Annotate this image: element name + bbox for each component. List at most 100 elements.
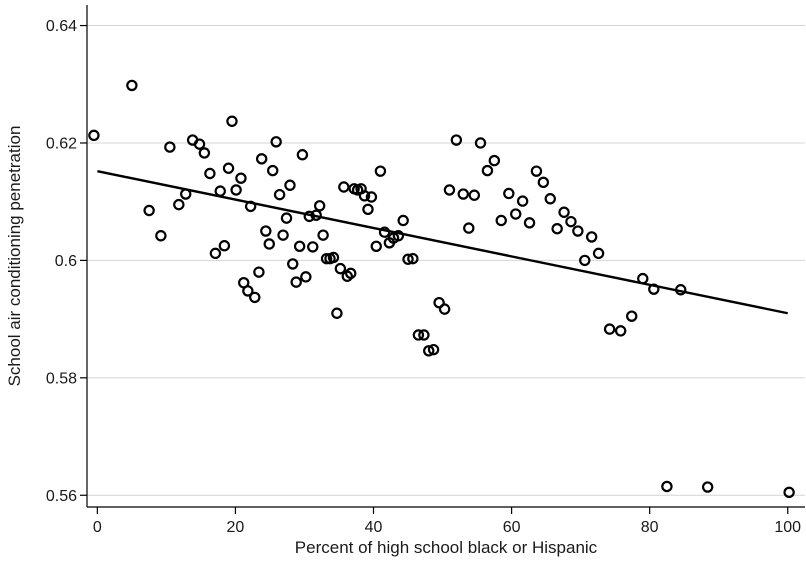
- data-point: [457, 188, 469, 200]
- data-point: [433, 296, 445, 309]
- x-tick-label: 0: [93, 519, 102, 536]
- x-tick-label: 40: [365, 519, 383, 536]
- data-point: [523, 217, 536, 229]
- data-point: [530, 165, 543, 177]
- data-point: [280, 212, 293, 224]
- data-point: [585, 231, 598, 243]
- data-point: [214, 185, 226, 197]
- data-point: [537, 176, 550, 189]
- data-point: [558, 206, 570, 218]
- data-point: [218, 240, 231, 252]
- data-point: [402, 253, 414, 265]
- data-point: [230, 184, 242, 196]
- data-point: [783, 486, 795, 499]
- fit-line: [97, 169, 788, 315]
- axes: 0.56 0.58 0.6 0.62 0.64 0 20 40 60 80 100: [46, 5, 805, 536]
- data-point: [270, 136, 282, 148]
- data-point: [468, 189, 481, 201]
- data-point: [407, 252, 419, 265]
- data-point: [438, 303, 451, 315]
- data-point: [603, 323, 616, 335]
- data-point: [365, 191, 378, 203]
- data-point: [423, 345, 435, 357]
- data-point: [443, 184, 456, 196]
- data-point: [551, 222, 563, 235]
- data-point: [331, 307, 343, 319]
- data-point: [516, 195, 529, 207]
- data-point: [126, 79, 138, 92]
- data-point: [626, 310, 638, 322]
- data-point: [392, 230, 405, 242]
- data-point: [290, 276, 302, 288]
- data-point: [253, 266, 265, 278]
- data-point: [334, 262, 347, 275]
- data-point: [320, 252, 333, 265]
- data-point: [300, 271, 312, 283]
- data-point: [293, 240, 306, 253]
- data-point: [503, 187, 515, 200]
- data-point: [226, 115, 238, 127]
- data-point: [222, 162, 235, 174]
- data-point: [481, 164, 494, 177]
- data-point: [510, 208, 522, 220]
- data-point: [661, 480, 673, 493]
- y-tick-label: 0.64: [46, 18, 77, 35]
- fit-line-layer: [97, 169, 788, 315]
- data-point: [327, 251, 340, 264]
- data-point: [273, 188, 286, 201]
- data-point: [242, 285, 254, 297]
- data-point: [488, 154, 501, 167]
- data-point: [164, 141, 176, 153]
- y-axis-title: School air conditioning penetration: [5, 126, 24, 387]
- y-tick-label: 0.62: [46, 135, 77, 152]
- x-axis-title: Percent of high school black or Hispanic: [295, 538, 598, 557]
- data-point: [579, 254, 591, 267]
- data-point: [198, 147, 211, 159]
- x-tick-label: 100: [774, 519, 801, 536]
- x-tick-label: 80: [641, 519, 659, 536]
- data-point: [450, 134, 463, 146]
- data-point: [249, 291, 261, 304]
- data-point: [204, 167, 216, 180]
- data-point: [263, 238, 275, 250]
- data-point: [88, 129, 100, 142]
- data-point: [427, 343, 440, 356]
- data-point: [287, 258, 299, 270]
- data-point: [193, 138, 206, 150]
- gridlines: [87, 25, 805, 496]
- data-point: [260, 225, 272, 237]
- data-point: [284, 179, 296, 191]
- data-point: [235, 172, 247, 184]
- data-point: [397, 214, 409, 227]
- x-tick-label: 20: [227, 519, 245, 536]
- data-point: [592, 247, 605, 260]
- data-point: [701, 481, 714, 493]
- data-point: [418, 329, 430, 341]
- data-point: [143, 204, 155, 217]
- data-point: [370, 240, 382, 253]
- data-point: [565, 215, 577, 228]
- data-point: [374, 165, 387, 177]
- data-point: [345, 267, 357, 280]
- data-point: [267, 164, 279, 177]
- data-point: [296, 149, 309, 161]
- data-point: [474, 137, 487, 149]
- y-tick-label: 0.56: [46, 488, 77, 505]
- data-point: [614, 325, 627, 337]
- x-tick-label: 60: [503, 519, 521, 536]
- data-point: [155, 230, 167, 242]
- data-point: [572, 225, 584, 237]
- data-point: [463, 222, 475, 234]
- data-point: [362, 203, 374, 216]
- data-point: [317, 229, 329, 241]
- data-point: [338, 181, 350, 193]
- data-point: [255, 153, 268, 165]
- data-point: [277, 229, 289, 241]
- y-tick-label: 0.6: [55, 253, 77, 270]
- data-point: [495, 214, 507, 227]
- data-point: [313, 200, 326, 212]
- data-point: [307, 241, 319, 253]
- data-point: [358, 190, 371, 202]
- data-point: [173, 198, 185, 211]
